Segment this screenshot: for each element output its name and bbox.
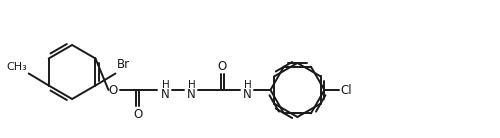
Text: O: O <box>134 108 143 120</box>
Text: O: O <box>218 59 227 72</box>
Text: H: H <box>188 80 196 90</box>
Text: N: N <box>243 87 252 100</box>
Text: Cl: Cl <box>340 83 352 96</box>
Text: N: N <box>187 87 196 100</box>
Text: Br: Br <box>116 59 130 71</box>
Text: N: N <box>161 87 170 100</box>
Text: H: H <box>244 80 252 90</box>
Text: O: O <box>109 84 118 98</box>
Text: H: H <box>162 80 170 90</box>
Text: CH₃: CH₃ <box>6 62 26 71</box>
